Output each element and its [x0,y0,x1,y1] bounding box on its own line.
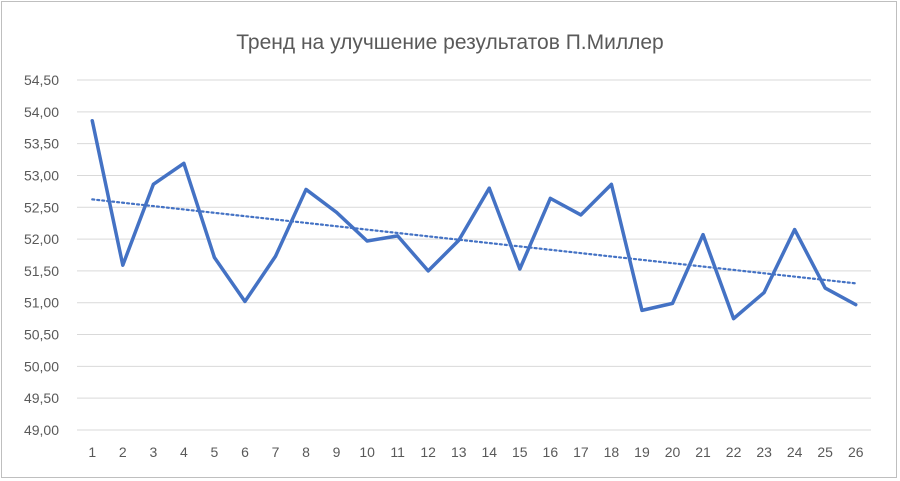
data-point [732,317,736,321]
x-tick-label: 8 [302,444,310,460]
data-point [151,182,155,186]
x-tick-label: 14 [481,444,497,460]
data-point [243,299,247,303]
data-point [854,303,858,307]
data-point [548,196,552,200]
y-tick-label: 49,00 [24,422,59,438]
x-tick-label: 9 [333,444,341,460]
data-point [793,228,797,232]
y-tick-label: 53,50 [24,136,59,152]
x-tick-label: 17 [573,444,589,460]
x-tick-label: 13 [451,444,467,460]
x-tick-label: 4 [180,444,188,460]
trendline [91,198,857,285]
data-point [609,182,613,186]
x-tick-label: 23 [756,444,772,460]
data-point [335,210,339,214]
data-point [823,286,827,290]
x-tick-label: 21 [695,444,711,460]
y-tick-label: 50,50 [24,327,59,343]
y-tick-label: 49,50 [24,390,59,406]
x-tick-label: 11 [390,444,405,460]
data-point [762,291,766,295]
data-point [274,254,277,258]
data-point [579,213,583,217]
y-tick-label: 51,50 [24,263,59,279]
x-tick-label: 26 [848,444,864,460]
data-point [701,233,705,237]
data-point [396,234,400,238]
x-tick-label: 3 [149,444,157,460]
x-tick-label: 16 [543,444,559,460]
data-point [487,186,491,190]
x-tick-label: 12 [420,444,436,460]
x-tick-label: 1 [88,444,96,460]
y-tick-label: 52,00 [24,231,59,247]
data-point [365,239,369,243]
data-point [518,267,522,271]
data-point [121,263,125,267]
x-tick-label: 7 [272,444,280,460]
x-tick-label: 24 [787,444,803,460]
y-tick-label: 53,00 [24,167,59,183]
data-point [212,256,216,260]
x-tick-label: 20 [665,444,681,460]
series-line [90,118,858,321]
data-point [304,187,308,191]
data-point [457,238,461,242]
x-tick-label: 15 [512,444,528,460]
data-point [90,119,94,123]
data-point [640,308,644,312]
x-tick-label: 2 [119,444,127,460]
x-tick-label: 18 [604,444,620,460]
y-tick-label: 51,00 [24,295,59,311]
data-point [182,161,186,165]
y-tick-label: 50,00 [24,358,59,374]
x-tick-label: 19 [634,444,650,460]
data-point [426,269,430,273]
x-tick-label: 22 [726,444,742,460]
x-tick-label: 6 [241,444,249,460]
y-tick-label: 54,00 [24,104,59,120]
data-point [671,301,674,305]
chart-title: Тренд на улучшение результатов П.Миллер [236,31,663,54]
y-tick-label: 54,50 [24,72,59,88]
y-tick-label: 52,50 [24,199,59,215]
x-tick-label: 25 [817,444,833,460]
x-tick-label: 10 [359,444,375,460]
x-tick-label: 5 [211,444,219,460]
